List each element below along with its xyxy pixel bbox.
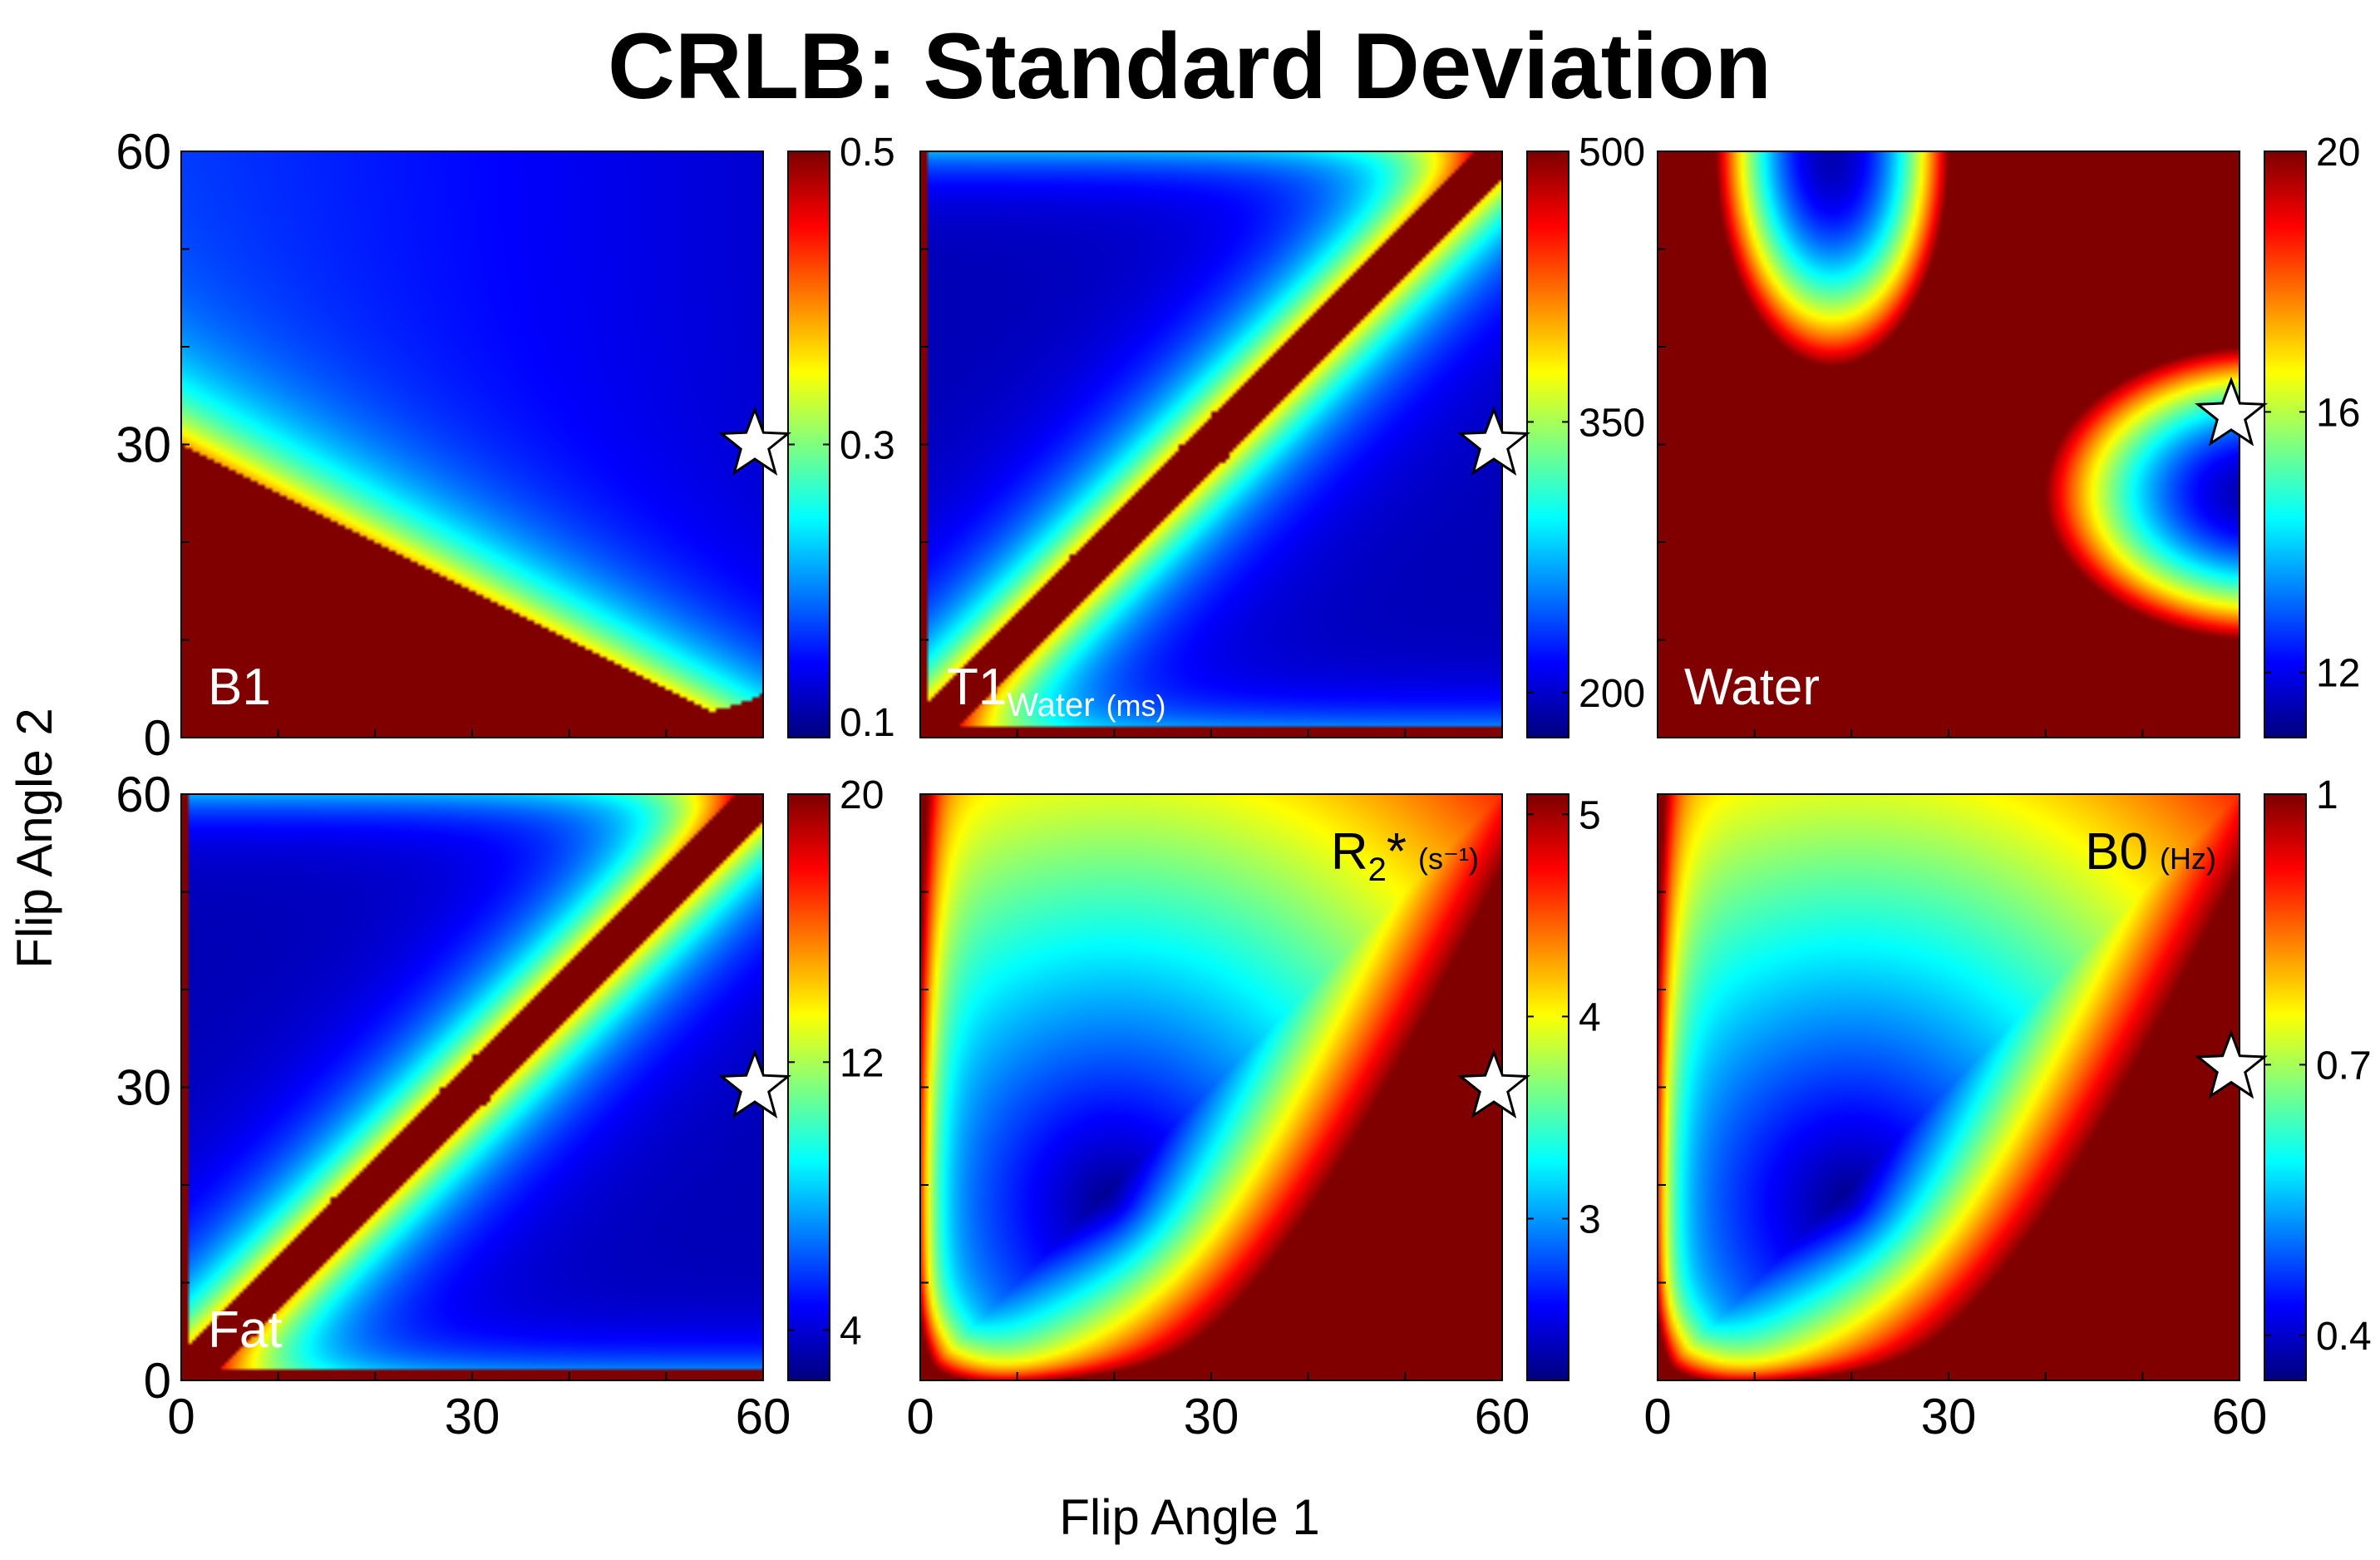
colorbar-tick-label: 0.3 bbox=[840, 424, 895, 468]
colorbar-tick-label: 20 bbox=[840, 773, 884, 817]
optimal-point-star-icon bbox=[718, 1049, 791, 1118]
colorbar-tick-label: 0.1 bbox=[840, 701, 895, 745]
colorbar-frame bbox=[1526, 151, 1569, 738]
panel-label: Fat bbox=[208, 1301, 283, 1359]
heatmap-image bbox=[1658, 794, 2240, 1380]
x-tick-label: 60 bbox=[736, 1389, 791, 1444]
colorbar bbox=[788, 794, 830, 1380]
panel-label-main: R bbox=[1331, 823, 1368, 881]
y-axis-label: Flip Angle 2 bbox=[7, 708, 62, 969]
optimal-point-star-icon bbox=[2195, 1029, 2268, 1099]
panel-label: T1Water (ms) bbox=[947, 659, 1166, 723]
colorbar-tick-label: 4 bbox=[840, 1310, 862, 1354]
y-tick-label: 60 bbox=[116, 124, 171, 180]
colorbar-tick-label: 12 bbox=[840, 1041, 884, 1085]
x-tick-label: 0 bbox=[906, 1389, 934, 1444]
x-tick-label: 30 bbox=[445, 1389, 500, 1444]
x-tick-label: 30 bbox=[1921, 1389, 1977, 1444]
panel-t1-water: 500 350 200 T1Water (ms) bbox=[919, 131, 1645, 738]
colorbar-frame bbox=[2264, 793, 2307, 1381]
panel-label-main: Fat bbox=[208, 1301, 283, 1359]
optimal-point-star-icon bbox=[1457, 406, 1530, 476]
heatmap-image bbox=[181, 794, 763, 1380]
panel-label-unit: (s⁻¹) bbox=[1418, 842, 1479, 876]
colorbar-tick-label: 20 bbox=[2316, 131, 2360, 175]
panel-label-unit: (ms) bbox=[1106, 689, 1166, 723]
colorbar-tick-label: 1 bbox=[2316, 773, 2338, 817]
colorbar-tick-label: 12 bbox=[2316, 652, 2360, 696]
colorbar bbox=[2264, 151, 2306, 738]
panel-label-main: B0 bbox=[2085, 823, 2148, 881]
colorbar-tick-label: 350 bbox=[1579, 401, 1645, 445]
x-tick-label: 0 bbox=[167, 1389, 195, 1444]
panel-label-main: B1 bbox=[208, 659, 271, 716]
y-tick-label: 30 bbox=[116, 417, 171, 473]
panel-label: B1 bbox=[208, 659, 271, 716]
colorbar-tick-label: 5 bbox=[1579, 793, 1601, 837]
panel-label-subscript: 2 bbox=[1368, 852, 1387, 888]
colorbar-frame bbox=[1526, 793, 1569, 1381]
colorbar-tick-label: 16 bbox=[2316, 391, 2360, 435]
colorbar bbox=[1527, 151, 1569, 738]
y-tick-label: 60 bbox=[116, 767, 171, 822]
colorbar-tick-label: 4 bbox=[1579, 995, 1601, 1039]
y-tick-label: 0 bbox=[144, 710, 171, 766]
y-tick-label: 30 bbox=[116, 1060, 171, 1116]
panel-fat: 0 30 60 0 30 60 20 12 4 Fat bbox=[116, 767, 884, 1444]
panel-label-main: Water bbox=[1684, 659, 1820, 716]
colorbar-tick-label: 3 bbox=[1579, 1198, 1601, 1242]
panel-label-main: T1 bbox=[947, 659, 1007, 716]
x-tick-label: 60 bbox=[1475, 1389, 1530, 1444]
panel-label-star: * bbox=[1387, 823, 1407, 881]
colorbar bbox=[2264, 794, 2306, 1380]
y-tick-label: 0 bbox=[144, 1353, 171, 1409]
panel-label: Water bbox=[1684, 659, 1820, 716]
colorbar-tick-label: 500 bbox=[1579, 131, 1645, 175]
panel-r2-: 0 30 60 5 4 3 R2* (s⁻¹) bbox=[906, 793, 1601, 1444]
optimal-point-star-icon bbox=[1457, 1049, 1530, 1118]
colorbar-tick-label: 0.7 bbox=[2316, 1044, 2372, 1088]
colorbar-tick-label: 0.4 bbox=[2316, 1315, 2372, 1359]
x-tick-label: 60 bbox=[2212, 1389, 2268, 1444]
heatmap-image bbox=[920, 151, 1502, 738]
colorbar bbox=[788, 151, 830, 738]
colorbar-tick-label: 0.5 bbox=[840, 131, 895, 175]
panel-b0: 0 30 60 1 0.7 0.4 B0 (Hz) bbox=[1643, 773, 2371, 1444]
colorbar-tick-label: 200 bbox=[1579, 672, 1645, 716]
x-tick-label: 30 bbox=[1184, 1389, 1239, 1444]
panel-label-unit: (Hz) bbox=[2160, 842, 2216, 876]
panel-label: R2* (s⁻¹) bbox=[1331, 823, 1479, 888]
x-tick-label: 0 bbox=[1643, 1389, 1671, 1444]
colorbar bbox=[1527, 794, 1569, 1380]
colorbar-frame bbox=[2264, 151, 2307, 738]
panel-label: B0 (Hz) bbox=[2085, 823, 2216, 881]
panel-label-subscript: Water bbox=[1007, 687, 1094, 723]
figure-title: CRLB: Standard Deviation bbox=[608, 14, 1771, 118]
optimal-point-star-icon bbox=[2195, 376, 2268, 447]
heatmap-image bbox=[920, 794, 1502, 1380]
heatmap-image bbox=[181, 151, 763, 738]
panel-water: 20 16 12 Water bbox=[1657, 131, 2360, 738]
optimal-point-star-icon bbox=[718, 406, 791, 476]
panel-b1: 0 30 60 0.5 0.3 0.1 B1 bbox=[116, 124, 894, 766]
colorbar-frame bbox=[787, 793, 830, 1381]
heatmap-image bbox=[1658, 151, 2240, 738]
x-axis-label: Flip Angle 1 bbox=[1059, 1489, 1320, 1545]
